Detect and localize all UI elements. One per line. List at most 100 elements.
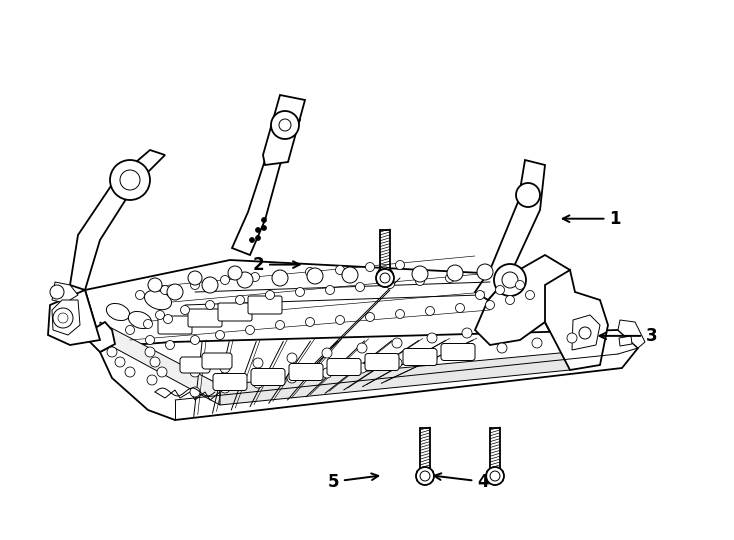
Circle shape [253, 378, 263, 388]
Circle shape [115, 357, 125, 367]
Polygon shape [487, 467, 503, 485]
FancyBboxPatch shape [441, 343, 475, 361]
Circle shape [355, 282, 365, 292]
FancyBboxPatch shape [218, 303, 252, 321]
Circle shape [456, 303, 465, 313]
Circle shape [156, 310, 164, 320]
Polygon shape [85, 260, 570, 405]
Circle shape [325, 286, 335, 294]
Polygon shape [417, 467, 433, 485]
Circle shape [485, 300, 495, 309]
Circle shape [477, 264, 493, 280]
FancyBboxPatch shape [180, 357, 210, 373]
Ellipse shape [145, 291, 172, 310]
FancyBboxPatch shape [248, 296, 282, 314]
Circle shape [50, 285, 64, 299]
Text: 1: 1 [563, 210, 621, 228]
FancyBboxPatch shape [188, 309, 222, 327]
Circle shape [220, 383, 230, 393]
Circle shape [188, 271, 202, 285]
Circle shape [228, 266, 242, 280]
Circle shape [335, 266, 344, 274]
Circle shape [526, 291, 534, 300]
Polygon shape [70, 150, 165, 290]
Polygon shape [100, 322, 220, 405]
Circle shape [255, 235, 261, 240]
Circle shape [287, 353, 297, 363]
Circle shape [366, 262, 374, 272]
Circle shape [147, 375, 157, 385]
Circle shape [579, 327, 591, 339]
Circle shape [279, 119, 291, 131]
Circle shape [250, 273, 260, 281]
Circle shape [266, 291, 275, 300]
Circle shape [515, 280, 525, 289]
Circle shape [376, 269, 394, 287]
Circle shape [190, 387, 200, 397]
Polygon shape [618, 320, 645, 348]
Circle shape [136, 291, 145, 300]
Polygon shape [48, 290, 100, 345]
Polygon shape [572, 315, 600, 350]
Circle shape [486, 467, 504, 485]
Polygon shape [90, 322, 115, 352]
Polygon shape [263, 95, 305, 165]
Circle shape [322, 348, 332, 358]
Text: 2: 2 [252, 255, 299, 274]
FancyBboxPatch shape [251, 368, 285, 386]
Circle shape [494, 264, 526, 296]
Circle shape [144, 320, 153, 328]
Circle shape [53, 308, 73, 328]
Polygon shape [100, 330, 638, 420]
Circle shape [181, 306, 189, 314]
Circle shape [245, 326, 255, 334]
Circle shape [206, 300, 214, 309]
Polygon shape [220, 352, 570, 405]
Circle shape [272, 270, 288, 286]
Circle shape [275, 321, 285, 329]
Polygon shape [619, 336, 632, 346]
Text: 3: 3 [600, 327, 658, 345]
Circle shape [396, 260, 404, 269]
Polygon shape [475, 160, 545, 300]
Circle shape [416, 467, 434, 485]
Polygon shape [377, 269, 393, 287]
Circle shape [357, 343, 367, 353]
Polygon shape [545, 270, 608, 370]
Circle shape [305, 318, 314, 327]
Circle shape [107, 347, 117, 357]
Circle shape [145, 347, 155, 357]
Ellipse shape [106, 303, 130, 321]
Circle shape [167, 284, 183, 300]
Circle shape [250, 238, 255, 242]
Circle shape [120, 170, 140, 190]
Circle shape [110, 160, 150, 200]
Circle shape [271, 111, 299, 139]
Circle shape [164, 314, 172, 323]
Circle shape [287, 373, 297, 383]
Circle shape [322, 368, 332, 378]
Polygon shape [52, 300, 80, 335]
FancyBboxPatch shape [327, 359, 361, 375]
Circle shape [427, 353, 437, 363]
Circle shape [447, 265, 463, 281]
Circle shape [495, 286, 504, 294]
Circle shape [506, 295, 515, 305]
FancyBboxPatch shape [158, 316, 192, 334]
Circle shape [145, 335, 154, 345]
Circle shape [255, 227, 261, 233]
Circle shape [516, 183, 540, 207]
Circle shape [567, 333, 577, 343]
FancyBboxPatch shape [213, 374, 247, 390]
FancyBboxPatch shape [403, 348, 437, 366]
Circle shape [275, 271, 285, 280]
Circle shape [497, 343, 507, 353]
Circle shape [342, 267, 358, 283]
Circle shape [305, 267, 314, 276]
Circle shape [366, 313, 374, 321]
Circle shape [58, 313, 68, 323]
Circle shape [335, 315, 344, 325]
Circle shape [261, 218, 266, 222]
Circle shape [392, 358, 402, 368]
Circle shape [412, 266, 428, 282]
